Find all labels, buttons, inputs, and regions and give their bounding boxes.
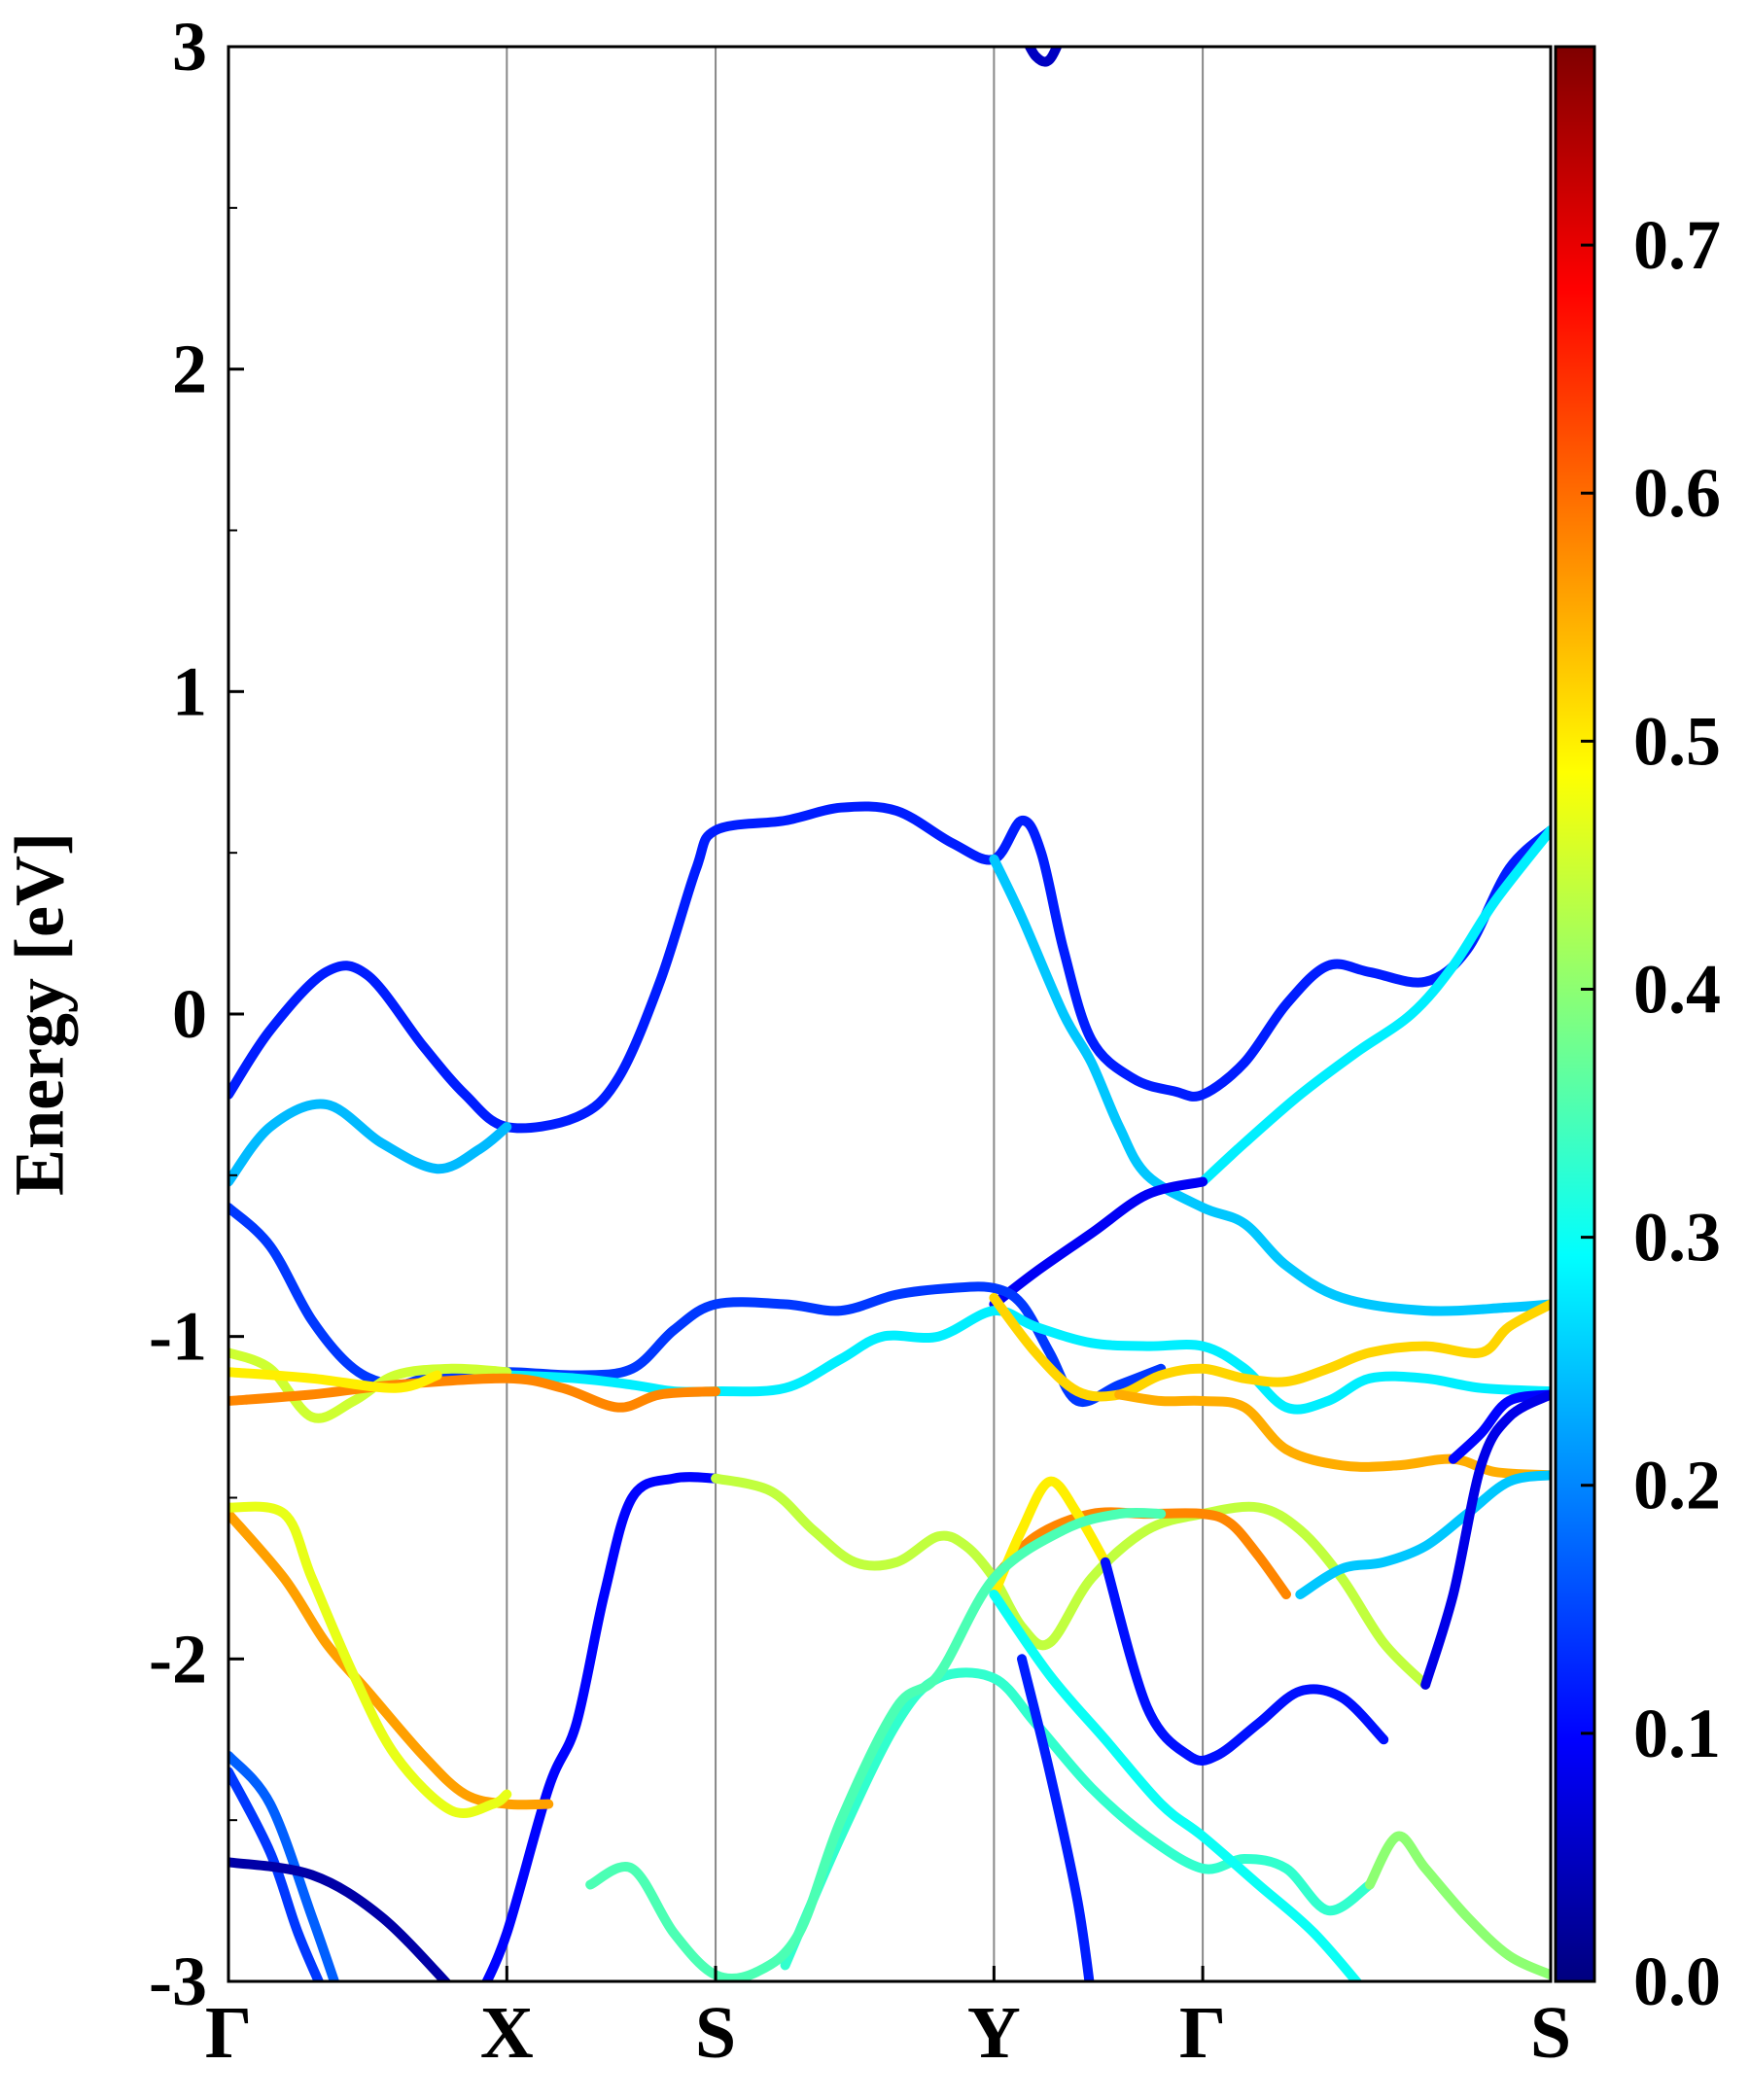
band-9 <box>228 1373 721 1413</box>
band-27 <box>1017 1654 1095 1981</box>
band-17 <box>989 1476 1110 1599</box>
colorbar-tick-label: 0.0 <box>1633 1942 1721 2020</box>
kpoint-label: Y <box>967 1992 1021 2074</box>
band-cb-top <box>1024 47 1063 67</box>
kpoint-label: Γ <box>205 1992 252 2074</box>
colorbar-tick-label: 0.5 <box>1633 702 1721 780</box>
band-6 <box>228 1203 1167 1408</box>
plot-frame <box>227 45 1553 1983</box>
band-2 <box>228 1099 512 1187</box>
colorbar-ticks: 0.0 0.1 0.2 0.3 0.4 0.5 0.6 0.7 <box>1581 206 1721 2020</box>
colorbar-gradient <box>1554 45 1596 1983</box>
band-29 <box>228 1767 325 1981</box>
band-18 <box>1100 1557 1389 1767</box>
band-13 <box>1448 1389 1551 1464</box>
y-tick-label: -3 <box>149 1942 207 2020</box>
band-11 <box>989 1292 1551 1402</box>
colorbar-tick-label: 0.3 <box>1633 1199 1721 1277</box>
y-tick-label: 1 <box>172 652 207 730</box>
colorbar-tick-label: 0.4 <box>1633 950 1721 1028</box>
band-22 <box>228 1501 512 1819</box>
band-8 <box>228 1348 512 1423</box>
kpoint-label: X <box>480 1992 534 2074</box>
high-symmetry-lines <box>506 47 1205 1981</box>
band-1 <box>228 801 1551 1134</box>
band-20 <box>1420 1389 1551 1690</box>
band-24 <box>585 1507 1167 1981</box>
colorbar-tick-label: 0.6 <box>1633 454 1721 532</box>
colorbar: 0.0 0.1 0.2 0.3 0.4 0.5 0.6 0.7 <box>1554 45 1721 2020</box>
band-19 <box>1295 1470 1551 1599</box>
band-16 <box>989 1507 1291 1599</box>
y-axis: -3 -2 -1 0 1 2 3 <box>149 8 244 2020</box>
colorbar-tick-label: 0.1 <box>1633 1695 1721 1772</box>
band-10 <box>228 1367 442 1393</box>
colorbar-tick-label: 0.2 <box>1633 1447 1721 1524</box>
y-tick-label: -2 <box>149 1620 207 1698</box>
y-tick-label: 3 <box>172 8 207 86</box>
band-12 <box>1114 1389 1551 1481</box>
band-15 <box>711 1473 1431 1690</box>
y-tick-label: 0 <box>172 975 207 1053</box>
y-tick-label: -1 <box>149 1298 207 1376</box>
kpoint-label: S <box>1530 1992 1571 2074</box>
y-tick-label: 2 <box>172 331 207 408</box>
band-21 <box>228 1509 554 1810</box>
band-3 <box>989 854 1551 1316</box>
band-14 <box>481 1472 721 1981</box>
band-26 <box>1364 1831 1551 1980</box>
band-30 <box>228 1857 452 1981</box>
y-axis-title: Energy [eV] <box>1 832 79 1196</box>
band-5 <box>989 1176 1208 1310</box>
band-25 <box>989 1590 1363 1981</box>
band-23 <box>780 1667 1375 1971</box>
kpoint-label: S <box>695 1992 736 2074</box>
kpoint-label: Γ <box>1179 1992 1226 2074</box>
band-4 <box>1198 825 1551 1187</box>
colorbar-tick-label: 0.7 <box>1633 206 1721 284</box>
bands-layer <box>228 47 1551 1981</box>
band-28 <box>228 1750 340 1981</box>
